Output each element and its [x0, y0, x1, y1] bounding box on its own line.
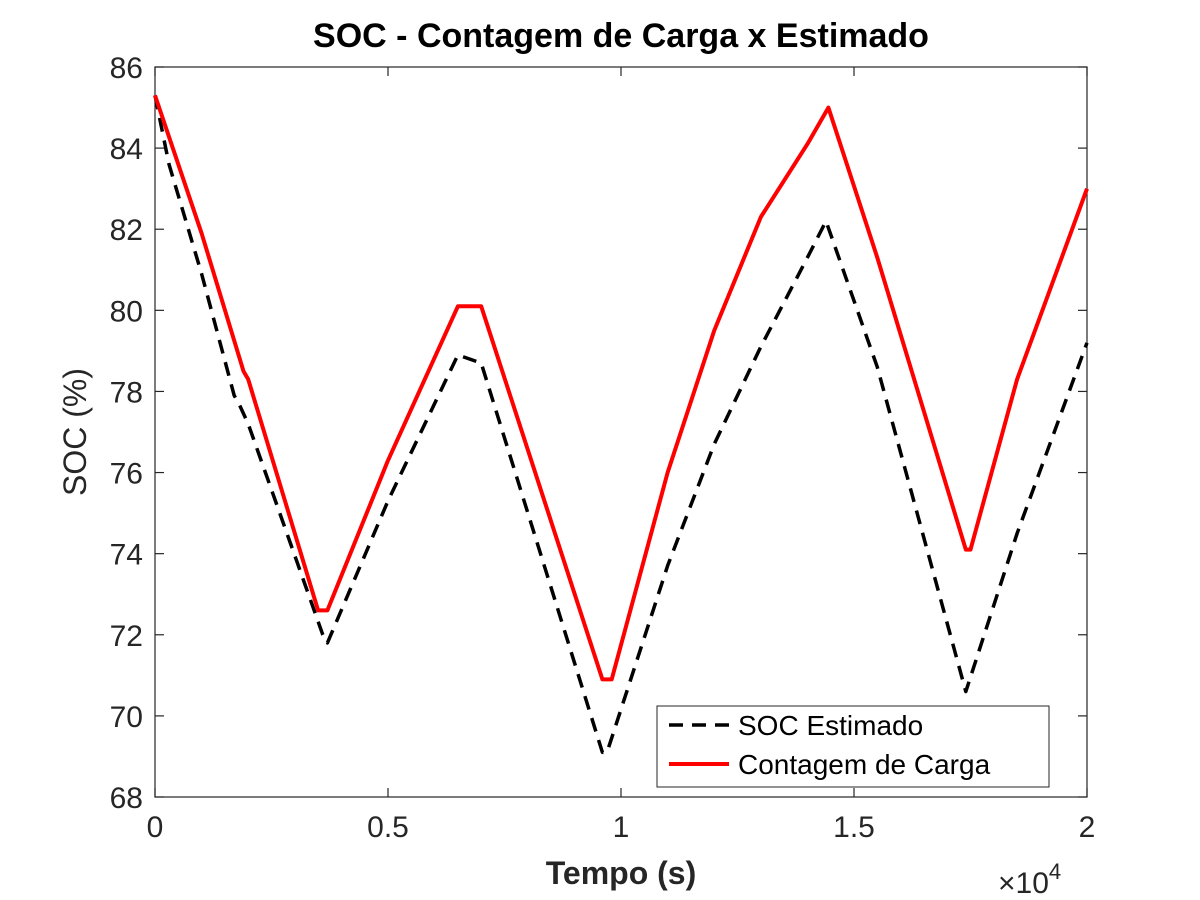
- y-tick-label: 68: [110, 782, 143, 815]
- y-tick-label: 86: [110, 52, 143, 85]
- y-tick-label: 80: [110, 295, 143, 328]
- legend-label-contagem-de-carga: Contagem de Carga: [738, 749, 991, 780]
- y-axis-label: SOC (%): [57, 368, 93, 496]
- legend-label-soc-estimado: SOC Estimado: [738, 710, 923, 741]
- multiplication-sign: ×: [998, 867, 1016, 900]
- multiplier-base: 10: [1016, 867, 1049, 900]
- y-tick-label: 76: [110, 458, 143, 491]
- x-axis-multiplier: ×104: [998, 859, 1061, 900]
- y-tick-label: 74: [110, 539, 143, 572]
- y-tick-label: 72: [110, 620, 143, 653]
- y-tick-label: 78: [110, 376, 143, 409]
- plot-area: [155, 67, 1087, 797]
- legend: SOC Estimado Contagem de Carga: [657, 706, 1049, 787]
- y-tick-label: 70: [110, 701, 143, 734]
- y-tick-label: 82: [110, 214, 143, 247]
- x-tick-label: 0: [147, 811, 164, 844]
- multiplier-exponent: 4: [1049, 859, 1061, 884]
- x-tick-label: 2: [1079, 811, 1096, 844]
- x-axis-label: Tempo (s): [546, 855, 697, 891]
- y-tick-label: 84: [110, 133, 143, 166]
- plot-frame: [155, 67, 1087, 797]
- x-tick-label: 1: [613, 811, 630, 844]
- x-tick-label: 1.5: [833, 811, 875, 844]
- chart-title: SOC - Contagem de Carga x Estimado: [313, 17, 929, 55]
- x-tick-label: 0.5: [367, 811, 409, 844]
